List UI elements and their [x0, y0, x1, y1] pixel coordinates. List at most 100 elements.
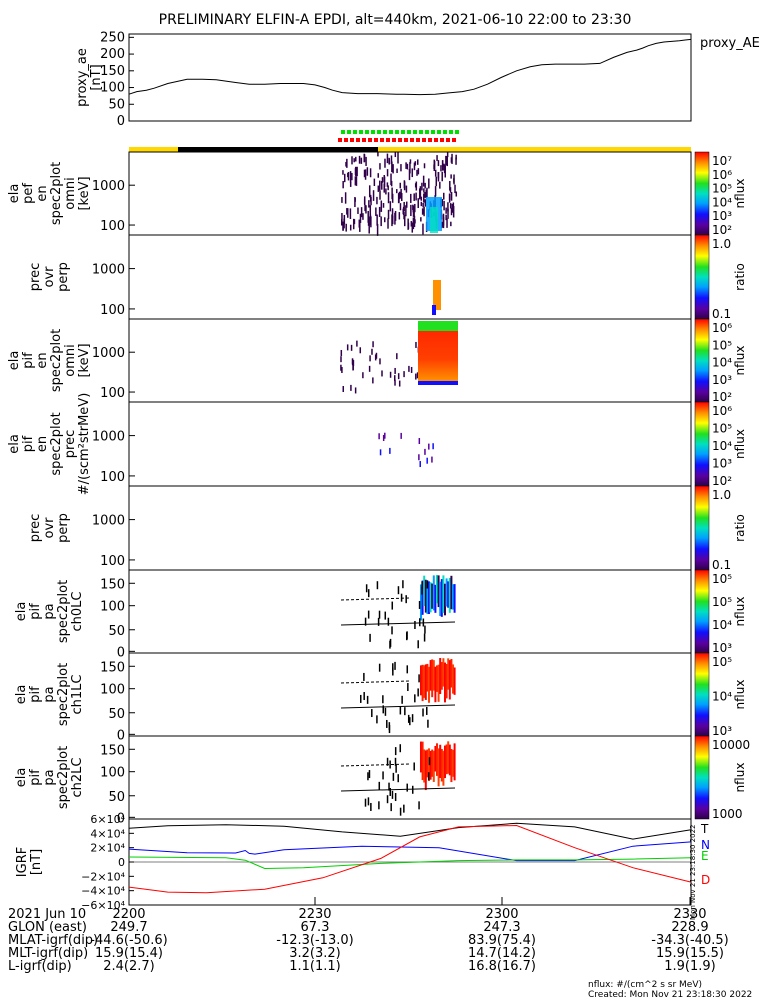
pixel: [356, 340, 358, 347]
x-axis-row-label: 2021 Jun 10: [8, 907, 86, 922]
colorbar-label: ratio: [733, 514, 747, 542]
pixel: [370, 196, 372, 206]
pixel: [422, 202, 424, 208]
pixel: [436, 155, 438, 161]
pixel: [450, 207, 453, 216]
pixel: [346, 208, 348, 215]
pixel: [419, 461, 421, 468]
colorbar-tick-label: 10²: [712, 223, 732, 237]
y-tick-label: 150: [100, 660, 125, 675]
pixel: [390, 173, 392, 186]
pixel: [424, 448, 426, 455]
pixel: [446, 156, 448, 167]
pixel: [394, 793, 397, 802]
pixel: [368, 222, 370, 234]
marker-red: [350, 138, 354, 142]
spectrogram-pixels: [340, 575, 456, 649]
pixel: [403, 181, 406, 191]
pixel: [436, 575, 438, 604]
pixel: [351, 359, 354, 366]
pixel: [367, 589, 370, 598]
pixel: [351, 156, 353, 165]
pixel: [364, 169, 367, 180]
pixel: [386, 757, 389, 766]
pixel: [434, 745, 437, 772]
colorbar-tick-label: 10⁵: [712, 655, 732, 669]
pixel: [400, 192, 403, 202]
y-tick-label: 200: [100, 47, 125, 62]
pixel: [415, 373, 417, 380]
pixel: [423, 575, 426, 607]
pixel: [437, 575, 440, 608]
y-axis-label: spec2plot: [49, 329, 64, 392]
spectrogram-pixels: [340, 658, 456, 734]
pixel: [434, 666, 437, 703]
pixel: [409, 717, 411, 726]
pixel: [440, 165, 442, 172]
pixel: [399, 203, 402, 211]
y-tick-label: 2×10⁴: [90, 842, 125, 855]
pixel: [374, 354, 377, 361]
pixel: [451, 203, 454, 213]
pixel: [420, 741, 422, 773]
pixel: [410, 193, 412, 203]
pixel: [418, 618, 421, 627]
x-axis-row-value: 3.2(3.2): [289, 946, 341, 961]
pixel: [390, 155, 393, 164]
pixel: [382, 705, 384, 714]
pixel: [379, 190, 381, 200]
pixel: [383, 183, 385, 193]
pixel: [437, 748, 440, 787]
pixel: [363, 196, 366, 205]
pixel: [359, 347, 362, 354]
pixel: [405, 595, 407, 604]
status-bar: [129, 130, 691, 152]
pixel: [349, 181, 352, 187]
legend-D: D: [701, 873, 710, 887]
x-axis-row-value: 2200: [112, 907, 145, 922]
colorbar: [694, 735, 710, 820]
pixel: [394, 367, 396, 374]
igrf-series-N: [128, 841, 692, 862]
pixel: [341, 197, 343, 203]
marker-red: [398, 138, 402, 142]
colorbar-label: nflux: [733, 429, 747, 459]
pixel: [423, 188, 425, 193]
pixel: [349, 208, 352, 220]
pixel: [365, 205, 367, 214]
marker-red: [440, 138, 444, 142]
pixel: [376, 196, 378, 205]
pixel: [370, 216, 372, 228]
pixel: [410, 221, 413, 227]
pixel: [452, 202, 455, 209]
spectrogram-pixels: [340, 321, 458, 394]
pixel: [389, 787, 391, 796]
pixel: [405, 185, 408, 193]
pixel: [407, 714, 410, 723]
pixel: [421, 586, 423, 595]
marker-green: [353, 130, 357, 134]
pixel: [377, 152, 379, 157]
y-axis-label-line: [nT]: [29, 849, 44, 875]
y-tick-label: 4×10⁴: [90, 827, 125, 840]
pixel: [447, 202, 449, 212]
marker-red: [344, 138, 348, 142]
pixel: [447, 741, 450, 774]
panel-frame: [128, 234, 692, 320]
pixel: [371, 709, 373, 718]
pixel: [428, 666, 430, 703]
colorbar-label: nflux: [733, 346, 747, 376]
y-axis-label: perp: [56, 513, 71, 543]
pixel: [342, 221, 344, 231]
pixel: [423, 193, 425, 203]
pixel: [410, 204, 412, 217]
y-tick-label: 0: [117, 114, 125, 129]
pixel: [384, 217, 386, 223]
igrf-panel: 6×10⁴4×10⁴2×10⁴0−2×10⁴−4×10⁴−6×10⁴IGRF[n…: [15, 813, 710, 912]
y-axis-label: ela: [7, 184, 22, 204]
y-axis-label: en: [35, 185, 50, 201]
y-axis-label: [keV]: [77, 343, 92, 377]
x-axis-row-value: -12.3(-13.0): [276, 933, 353, 948]
pixel: [397, 152, 399, 164]
